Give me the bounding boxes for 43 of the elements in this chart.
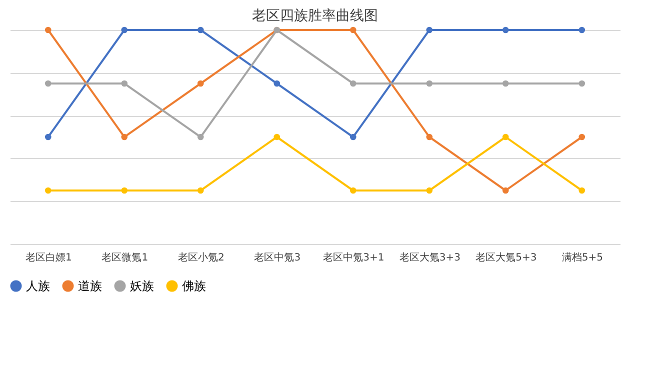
- point: [350, 134, 356, 140]
- point: [578, 26, 586, 34]
- point: [350, 187, 356, 194]
- point: [350, 80, 356, 87]
- point: [121, 134, 128, 140]
- point: [44, 26, 52, 34]
- x-tick-label: 老区中氪3+1: [323, 252, 384, 264]
- point: [502, 187, 509, 194]
- legend-label: 道族: [78, 279, 102, 293]
- point: [44, 187, 52, 194]
- chart-title: 老区四族胜率曲线图: [252, 8, 378, 24]
- x-tick-label: 满档5+5: [562, 252, 603, 264]
- point: [44, 80, 52, 87]
- x-tick-label: 老区小氪2: [178, 252, 224, 264]
- point: [502, 26, 509, 34]
- point: [121, 26, 128, 34]
- point: [197, 187, 204, 194]
- point: [426, 80, 433, 87]
- point: [578, 80, 586, 87]
- point: [578, 187, 586, 194]
- point: [44, 134, 52, 140]
- point: [274, 80, 280, 87]
- point: [197, 26, 204, 34]
- x-tick-label: 老区大氪3+3: [399, 252, 460, 264]
- point: [350, 26, 356, 34]
- legend-label: 佛族: [182, 279, 206, 293]
- point: [578, 134, 586, 140]
- point: [426, 187, 433, 194]
- x-tick-label: 老区微氪1: [102, 252, 148, 264]
- legend-label: 妖族: [130, 279, 154, 293]
- x-tick-label: 老区大氪5+3: [476, 252, 537, 264]
- point: [197, 134, 204, 140]
- point: [426, 26, 433, 34]
- x-tick-label: 老区中氪3: [254, 252, 301, 264]
- point: [121, 80, 128, 87]
- point: [274, 134, 280, 140]
- point: [502, 80, 509, 87]
- point: [426, 134, 433, 140]
- x-tick-label: 老区白嫖1: [25, 252, 72, 264]
- point: [197, 80, 204, 87]
- point: [121, 187, 128, 194]
- point: [502, 134, 509, 140]
- legend-label: 人族: [26, 279, 50, 293]
